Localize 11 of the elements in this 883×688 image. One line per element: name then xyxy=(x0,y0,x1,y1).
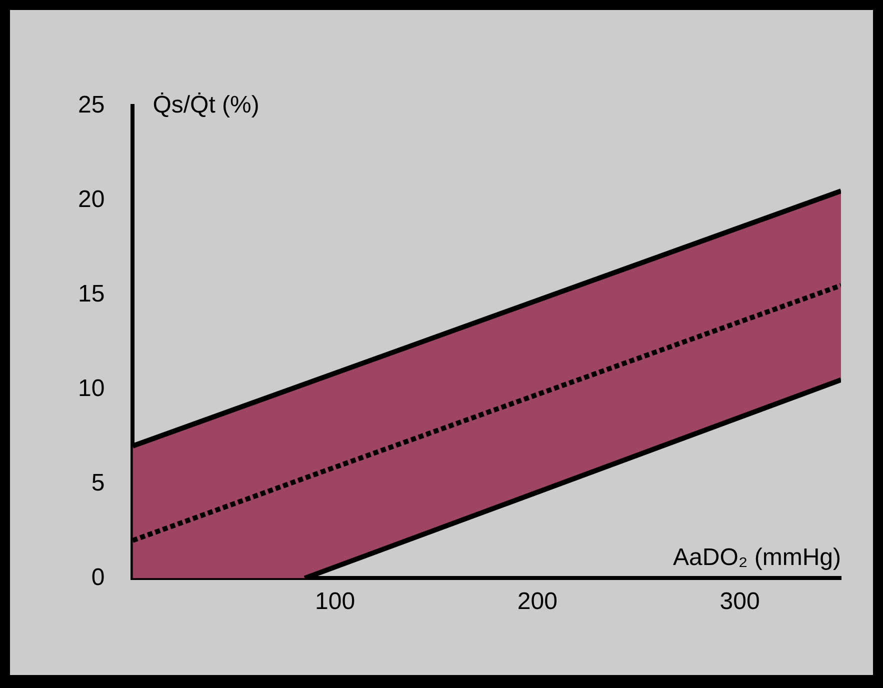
y-tick-label: 25 xyxy=(78,92,105,119)
y-axis-title: Q̇s/Q̇t (%) xyxy=(152,92,260,119)
y-tick-label: 15 xyxy=(78,280,105,308)
y-tick-label: 10 xyxy=(78,374,105,402)
y-tick-label: 5 xyxy=(91,469,105,496)
y-tick-label: 20 xyxy=(78,186,105,214)
x-axis-title: AaDO₂ (mmHg) xyxy=(673,544,841,571)
y-tick-label: 0 xyxy=(91,564,105,591)
x-tick-label: 100 xyxy=(315,588,356,616)
x-tick-label: 200 xyxy=(517,588,558,616)
x-tick-label: 300 xyxy=(720,588,760,616)
